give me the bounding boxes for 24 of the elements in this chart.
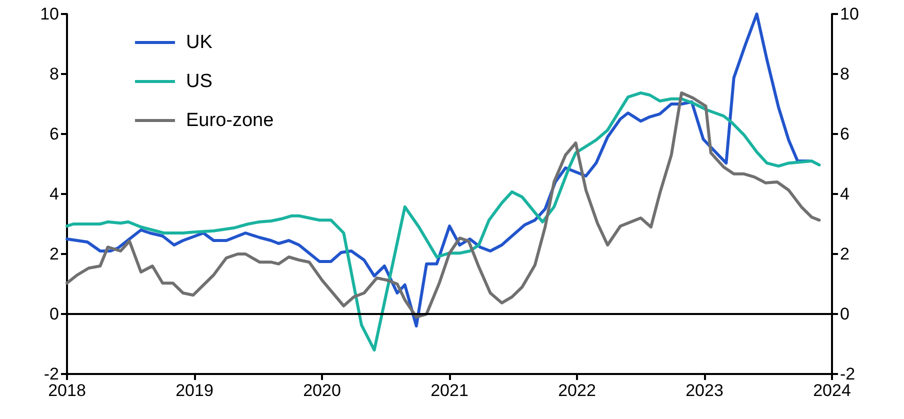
x-tick-label: 2021 [430,381,468,400]
x-tick-label: 2022 [558,381,596,400]
y-tick-label: 2 [50,244,59,264]
y-tick-label: -2 [44,364,59,384]
y-tick-label: 4 [50,184,59,204]
legend-label: Euro-zone [186,110,274,131]
y2-tick-label: 2 [840,244,850,264]
y2-tick-label: 8 [840,64,850,84]
x-tick-label: 2023 [686,381,724,400]
y2-tick-label: 10 [840,4,859,24]
y-tick-label: 6 [50,124,59,144]
y2-tick-label: 0 [840,304,850,324]
x-tick-label: 2018 [48,381,86,400]
y2-tick-label: -2 [840,364,856,384]
x-tick-label: 2019 [176,381,214,400]
x-tick-label: 2024 [813,381,851,400]
y-tick-label: 10 [40,4,59,24]
y2-tick-label: 4 [840,184,850,204]
legend-label: UK [186,32,213,53]
y-tick-label: 0 [50,304,59,324]
y-tick-label: 8 [50,64,59,84]
legend-label: US [186,71,212,92]
y2-tick-label: 6 [840,124,850,144]
x-tick-label: 2020 [303,381,341,400]
